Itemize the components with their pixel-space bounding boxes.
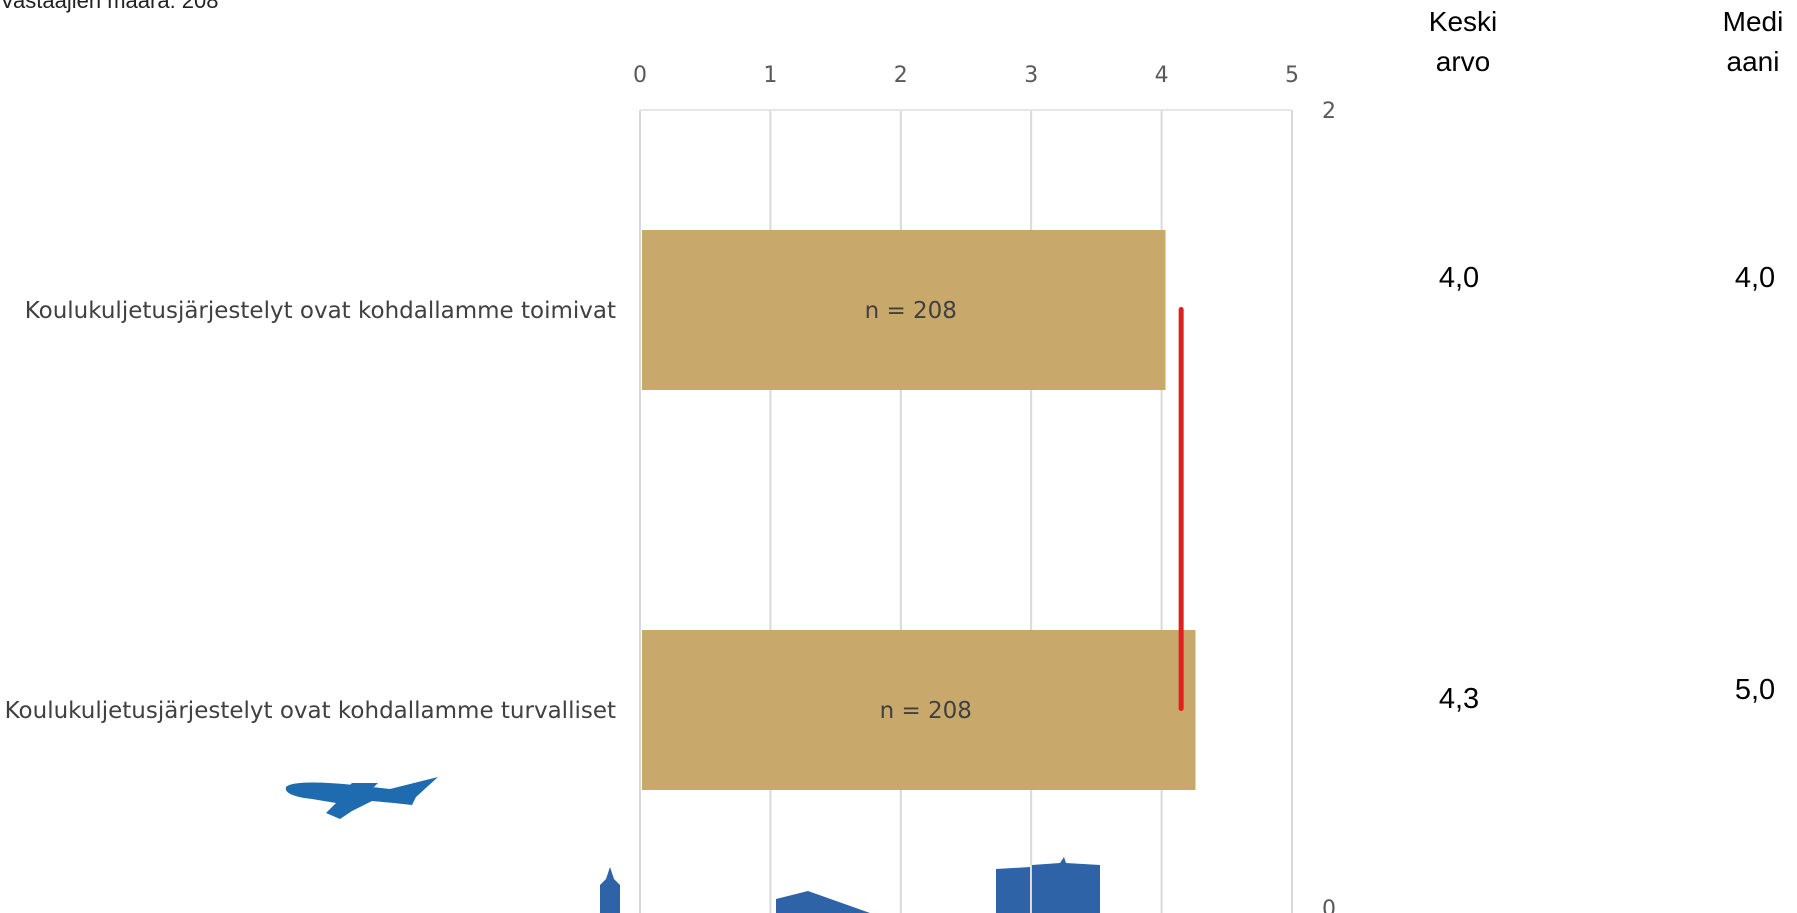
mean-value-row-2: 4,3 <box>1438 683 1480 715</box>
x-tick-label: 0 <box>633 63 647 88</box>
mean-value-row-1: 4,0 <box>1438 262 1480 294</box>
x-tick-label: 2 <box>894 63 908 88</box>
respondent-count: Vastaajien määrä: 208 <box>0 0 219 13</box>
buildings-icon <box>600 857 1100 913</box>
category-label: Koulukuljetusjärjestelyt ovat kohdallamm… <box>5 698 616 724</box>
secondary-tick-label: 2 <box>1322 99 1336 124</box>
median-value-row-1: 4,0 <box>1734 262 1776 294</box>
bar <box>642 630 1196 790</box>
mean-column-header: Keski arvo <box>1418 2 1508 82</box>
mean-header-line2: arvo <box>1435 46 1491 77</box>
airplane-icon <box>285 777 438 819</box>
bar-n-label: n = 208 <box>880 698 972 724</box>
category-label: Koulukuljetusjärjestelyt ovat kohdallamm… <box>25 298 616 324</box>
median-header-line2: aani <box>1726 46 1780 77</box>
x-tick-label: 5 <box>1285 63 1299 88</box>
median-header-line1: Medi <box>1722 6 1784 37</box>
x-tick-label: 1 <box>763 63 777 88</box>
mean-header-line1: Keski <box>1428 6 1498 37</box>
median-value-row-2: 5,0 <box>1734 674 1776 706</box>
x-tick-label: 4 <box>1155 63 1169 88</box>
median-column-header: Medi aani <box>1708 2 1797 82</box>
secondary-tick-label: 0 <box>1322 897 1336 913</box>
bar-n-label: n = 208 <box>865 298 957 324</box>
bar <box>642 230 1166 390</box>
x-tick-label: 3 <box>1024 63 1038 88</box>
